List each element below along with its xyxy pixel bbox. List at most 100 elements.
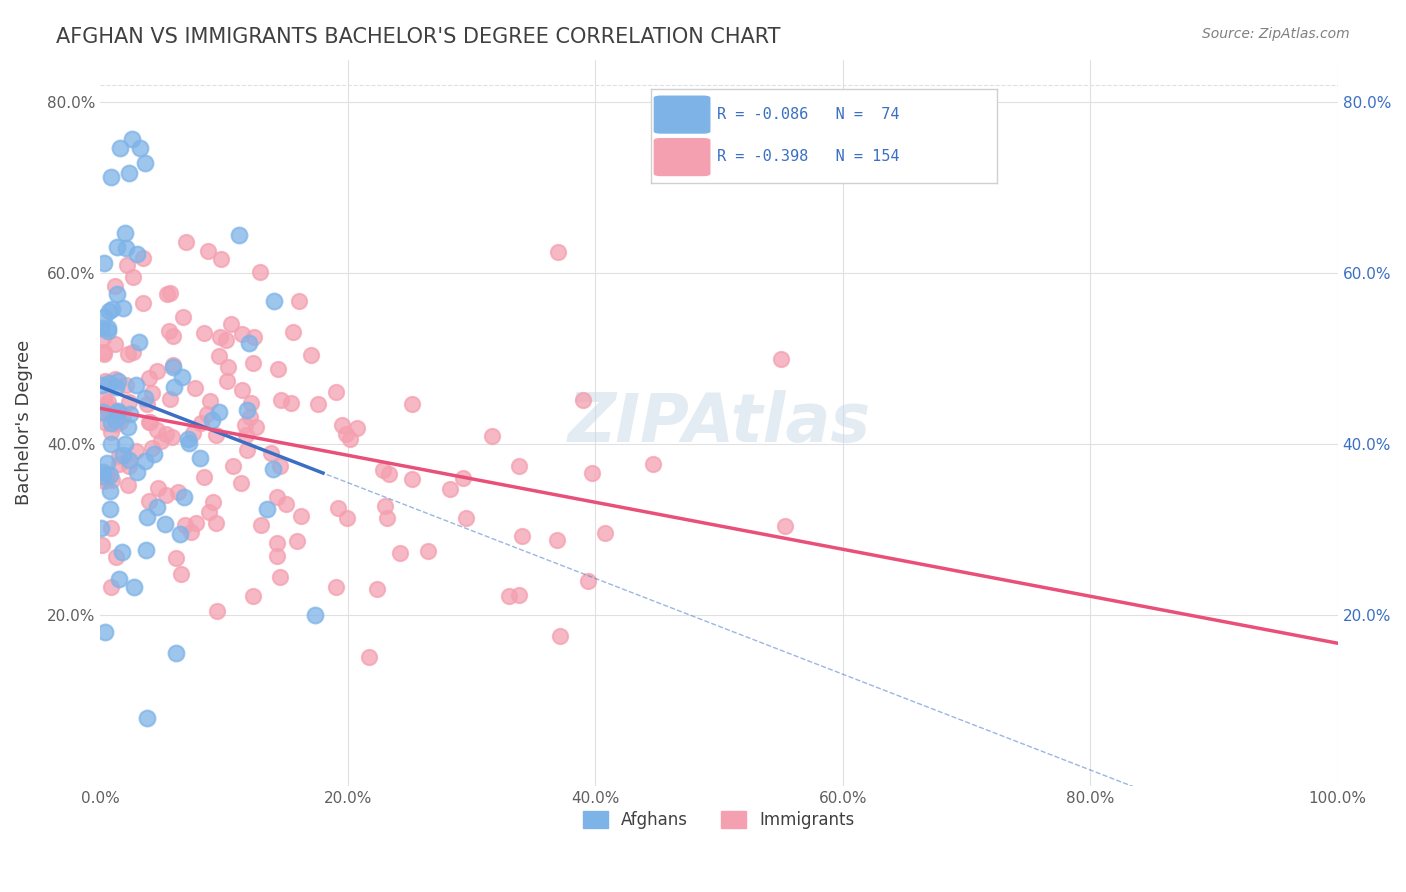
Point: [96, 402, 118, 417]
Point: [97, 321, 120, 335]
Point: [219, 317, 242, 331]
Point: [117, 477, 139, 491]
Point: [96, 467, 118, 481]
Point: [249, 517, 271, 532]
Point: [439, 482, 461, 496]
Point: [357, 649, 380, 664]
Point: [103, 403, 125, 417]
Point: [276, 497, 298, 511]
Point: [330, 418, 353, 433]
Point: [245, 420, 267, 434]
Point: [209, 252, 232, 267]
Point: [205, 516, 228, 530]
Point: [136, 397, 159, 411]
Point: [304, 607, 326, 622]
Point: [174, 235, 197, 250]
Point: [163, 380, 186, 394]
Point: [266, 362, 288, 376]
Point: [93, 256, 115, 270]
Point: [104, 413, 127, 427]
Point: [155, 516, 177, 531]
Point: [165, 646, 187, 660]
Point: [155, 427, 177, 442]
Point: [346, 421, 368, 435]
Point: [201, 495, 224, 509]
Point: [104, 417, 127, 431]
Point: [299, 348, 322, 362]
Point: [134, 155, 156, 169]
Point: [94, 473, 117, 487]
Point: [209, 330, 232, 344]
Point: [451, 471, 474, 485]
Point: [100, 521, 122, 535]
Point: [169, 527, 191, 541]
Point: [229, 476, 252, 491]
Point: [93, 392, 115, 406]
Point: [173, 490, 195, 504]
Point: [401, 397, 423, 411]
Point: [131, 295, 153, 310]
Point: [546, 533, 568, 547]
Point: [269, 458, 291, 473]
Point: [197, 505, 219, 519]
Point: [141, 442, 163, 456]
Point: [335, 427, 357, 442]
Point: [388, 546, 411, 560]
Point: [510, 529, 533, 543]
Point: [159, 285, 181, 300]
Point: [108, 141, 131, 155]
Point: [146, 364, 169, 378]
Point: [114, 378, 136, 392]
Point: [93, 347, 115, 361]
Point: [377, 511, 399, 525]
Point: [198, 394, 221, 409]
Point: [98, 468, 121, 483]
Point: [138, 493, 160, 508]
Point: [266, 549, 288, 563]
Point: [366, 582, 388, 596]
Point: [117, 395, 139, 409]
Point: [217, 359, 239, 374]
Point: [263, 293, 285, 308]
Point: [125, 247, 148, 261]
Point: [326, 500, 349, 515]
Point: [162, 430, 184, 444]
Point: [111, 449, 134, 463]
Point: [325, 580, 347, 594]
Point: [97, 304, 120, 318]
Point: [100, 425, 122, 439]
Text: AFGHAN VS IMMIGRANTS BACHELOR'S DEGREE CORRELATION CHART: AFGHAN VS IMMIGRANTS BACHELOR'S DEGREE C…: [56, 27, 780, 46]
Point: [105, 404, 128, 418]
Point: [308, 396, 330, 410]
Point: [593, 525, 616, 540]
Point: [262, 462, 284, 476]
Point: [117, 420, 139, 434]
Point: [132, 252, 155, 266]
Point: [128, 141, 150, 155]
Point: [101, 473, 124, 487]
Point: [104, 380, 127, 394]
Point: [143, 447, 166, 461]
Point: [167, 485, 190, 500]
Point: [105, 550, 128, 565]
Y-axis label: Bachelor's Degree: Bachelor's Degree: [15, 340, 32, 506]
Point: [135, 542, 157, 557]
Point: [100, 437, 122, 451]
Point: [94, 375, 117, 389]
Point: [93, 474, 115, 488]
Point: [94, 416, 117, 430]
Point: [231, 327, 253, 342]
Point: [235, 427, 257, 442]
Point: [111, 408, 134, 422]
Point: [138, 371, 160, 385]
Point: [236, 443, 259, 458]
Legend: Afghans, Immigrants: Afghans, Immigrants: [576, 804, 862, 836]
Point: [172, 310, 194, 325]
Point: [117, 347, 139, 361]
Point: [93, 310, 115, 324]
Point: [288, 294, 311, 309]
Point: [290, 508, 312, 523]
Point: [336, 511, 359, 525]
Point: [91, 378, 114, 392]
Point: [576, 574, 599, 589]
